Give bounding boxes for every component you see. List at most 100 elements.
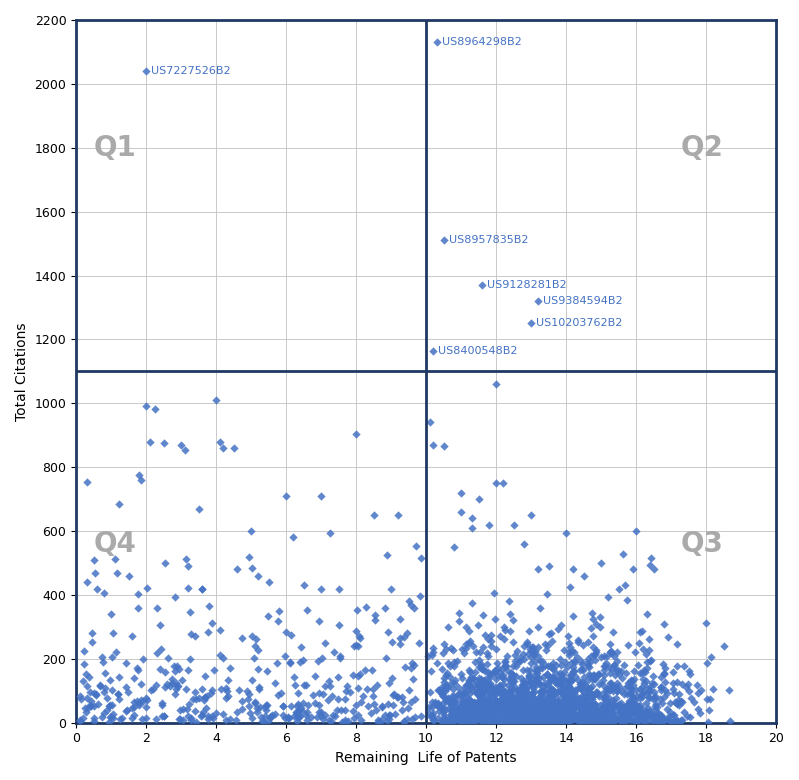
Point xyxy=(161,678,173,690)
Point xyxy=(600,716,613,729)
Point xyxy=(509,711,522,724)
Point xyxy=(613,706,626,718)
Point xyxy=(634,708,646,721)
Point xyxy=(685,692,698,704)
Point xyxy=(562,637,575,650)
Point xyxy=(535,708,548,721)
Point xyxy=(516,708,529,721)
Point xyxy=(600,650,613,662)
Point xyxy=(634,692,646,704)
Point xyxy=(507,693,519,706)
Point xyxy=(566,699,579,711)
Point xyxy=(105,608,117,620)
Point xyxy=(468,709,481,722)
Point xyxy=(382,698,395,711)
Point xyxy=(154,644,167,656)
Point xyxy=(580,711,593,724)
Point xyxy=(135,693,148,706)
Point xyxy=(455,714,468,727)
Point xyxy=(519,675,532,688)
Point xyxy=(532,696,545,708)
Point xyxy=(236,703,248,715)
Point xyxy=(437,234,450,246)
Point xyxy=(523,671,535,683)
Point xyxy=(473,706,486,718)
Point xyxy=(165,676,178,689)
Point xyxy=(617,716,630,729)
Point xyxy=(499,685,511,697)
Point xyxy=(89,687,102,700)
Point xyxy=(500,688,513,700)
Point xyxy=(546,672,559,685)
Point xyxy=(501,700,514,712)
Point xyxy=(527,669,540,682)
Point xyxy=(168,660,181,672)
Point xyxy=(136,694,149,707)
Point xyxy=(196,583,209,595)
Point xyxy=(566,702,579,714)
Point xyxy=(511,704,524,716)
Point xyxy=(571,634,584,647)
Point xyxy=(386,672,399,685)
Point xyxy=(556,698,569,711)
Point xyxy=(582,668,595,681)
Point xyxy=(551,709,564,722)
Point xyxy=(339,716,352,729)
Point xyxy=(292,687,304,700)
Point xyxy=(475,672,487,685)
Point xyxy=(514,687,527,700)
Point xyxy=(584,706,597,718)
Point xyxy=(516,678,529,690)
Point xyxy=(664,706,677,718)
Point xyxy=(80,706,93,718)
Point xyxy=(352,670,364,682)
Point xyxy=(437,706,450,718)
Point xyxy=(627,697,640,709)
Point xyxy=(630,684,642,697)
Point xyxy=(402,701,415,714)
Point xyxy=(304,711,317,723)
Point xyxy=(654,671,667,683)
Point xyxy=(562,710,574,722)
Point xyxy=(447,541,460,553)
Point xyxy=(483,717,495,729)
Point xyxy=(513,714,526,726)
Point xyxy=(543,709,555,722)
Point xyxy=(527,716,540,729)
Point xyxy=(198,690,211,703)
Point xyxy=(546,661,559,673)
Point xyxy=(490,643,503,655)
Point xyxy=(149,403,161,416)
Point xyxy=(519,693,532,706)
Point xyxy=(647,678,660,690)
Point xyxy=(508,709,521,722)
Point xyxy=(602,661,615,673)
Point xyxy=(678,706,690,718)
Point xyxy=(520,664,533,676)
Point xyxy=(153,619,166,632)
Point xyxy=(501,704,514,717)
Point xyxy=(300,679,312,691)
Point xyxy=(242,687,255,700)
Point xyxy=(103,700,116,712)
Point xyxy=(472,493,485,505)
Point xyxy=(511,655,524,668)
Point xyxy=(146,683,159,696)
Point xyxy=(249,697,262,710)
Point xyxy=(459,715,472,728)
Point xyxy=(557,701,570,714)
Point xyxy=(472,675,485,688)
Point xyxy=(634,712,647,725)
Point xyxy=(613,668,626,680)
Point xyxy=(517,664,530,676)
Point xyxy=(439,704,451,716)
Point xyxy=(564,683,577,696)
Point xyxy=(508,681,521,693)
Point xyxy=(459,679,472,692)
Point xyxy=(396,690,409,703)
Point xyxy=(494,713,507,725)
Point xyxy=(564,699,577,711)
Point xyxy=(528,715,541,728)
Point xyxy=(503,690,515,703)
Point xyxy=(723,684,736,697)
